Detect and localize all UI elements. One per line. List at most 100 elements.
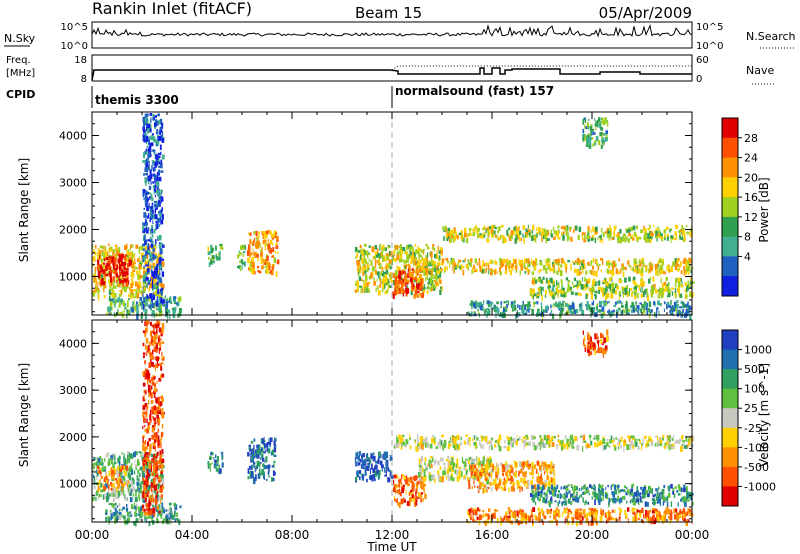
echo-cell xyxy=(379,454,382,459)
echo-cell xyxy=(511,263,514,268)
echo-cell xyxy=(147,121,149,126)
echo-cell xyxy=(142,296,144,300)
echo-cell xyxy=(362,266,365,271)
echo-cell xyxy=(635,442,638,447)
echo-cell xyxy=(117,488,119,494)
echo-cell xyxy=(403,497,405,503)
echo-cell xyxy=(415,272,417,277)
echo-cell xyxy=(137,274,141,281)
echo-cell xyxy=(365,250,368,254)
echo-cell xyxy=(253,465,256,468)
echo-cell xyxy=(608,445,611,448)
echo-cell xyxy=(628,312,630,316)
echo-cell xyxy=(656,264,659,267)
echo-cell xyxy=(128,262,131,267)
echo-cell xyxy=(359,476,361,480)
echo-cell xyxy=(418,461,420,467)
echo-cell xyxy=(124,245,127,250)
echo-cell xyxy=(612,287,616,294)
echo-cell xyxy=(111,469,115,476)
echo-cell xyxy=(160,151,162,155)
y-tick-label: 2000 xyxy=(59,223,87,236)
echo-cell xyxy=(129,497,133,503)
noise-right-label: N.Search xyxy=(746,30,796,43)
echo-cell xyxy=(137,506,140,511)
echo-cell xyxy=(92,273,95,276)
echo-cell xyxy=(158,224,161,227)
echo-cell xyxy=(119,468,123,473)
echo-cell xyxy=(384,290,388,295)
echo-cell xyxy=(118,473,121,477)
echo-cell xyxy=(399,290,401,295)
echo-cell xyxy=(486,238,490,243)
echo-cell xyxy=(146,131,150,134)
echo-cell xyxy=(545,438,549,445)
echo-cell xyxy=(374,245,377,250)
echo-cell xyxy=(475,302,479,306)
echo-cell xyxy=(357,260,361,267)
echo-cell xyxy=(571,304,575,310)
echo-cell xyxy=(422,439,426,444)
echo-cell xyxy=(506,303,508,307)
echo-cell xyxy=(565,304,569,307)
echo-cell xyxy=(373,277,375,281)
echo-cell xyxy=(171,514,175,520)
echo-cell xyxy=(512,304,515,308)
echo-cell xyxy=(404,499,406,503)
echo-cell xyxy=(364,458,367,465)
echo-cell xyxy=(580,303,582,308)
echo-cell xyxy=(429,286,432,292)
echo-cell xyxy=(597,120,600,125)
echo-cell xyxy=(158,199,161,203)
echo-cell xyxy=(646,267,648,271)
echo-cell xyxy=(631,237,635,241)
echo-cell xyxy=(419,469,422,475)
echo-cell xyxy=(155,175,159,179)
echo-cell xyxy=(117,312,120,316)
echo-cell xyxy=(113,461,117,465)
echo-cell xyxy=(608,277,612,282)
echo-cell xyxy=(633,295,637,300)
echo-cell xyxy=(149,473,152,476)
echo-cell xyxy=(256,253,259,258)
echo-cell xyxy=(361,457,364,460)
echo-cell xyxy=(579,435,583,438)
echo-cell xyxy=(617,232,620,237)
echo-cell xyxy=(645,265,647,271)
echo-cell xyxy=(561,290,564,295)
echo-cell xyxy=(159,162,163,169)
echo-cell xyxy=(688,308,690,314)
echo-cell xyxy=(437,474,440,480)
echo-cell xyxy=(131,503,134,510)
echo-cell xyxy=(261,247,263,251)
echo-cell xyxy=(539,434,542,439)
echo-cell xyxy=(687,285,689,291)
echo-cell xyxy=(129,259,133,265)
echo-cell xyxy=(145,148,148,153)
echo-cell xyxy=(137,282,140,287)
echo-cell xyxy=(130,464,132,471)
echo-cell xyxy=(588,235,591,239)
echo-cell xyxy=(674,265,677,270)
echo-cell xyxy=(406,245,409,250)
echo-cell xyxy=(580,284,584,289)
echo-cell xyxy=(112,516,114,519)
echo-cell xyxy=(128,309,130,314)
echo-cell xyxy=(617,307,619,310)
echo-cell xyxy=(98,470,101,475)
echo-cell xyxy=(582,134,585,140)
echo-cell xyxy=(649,276,651,280)
echo-cell xyxy=(155,284,157,288)
echo-cell xyxy=(622,289,624,295)
echo-cell xyxy=(126,451,129,457)
echo-cell xyxy=(543,228,545,231)
echo-cell xyxy=(584,123,586,130)
echo-cell xyxy=(210,258,213,265)
echo-cell xyxy=(545,230,548,235)
echo-cell xyxy=(112,473,115,478)
echo-cell xyxy=(546,238,550,241)
echo-cell xyxy=(250,262,252,268)
echo-cell xyxy=(553,259,555,263)
echo-cell xyxy=(618,258,620,262)
echo-cell xyxy=(411,282,413,289)
